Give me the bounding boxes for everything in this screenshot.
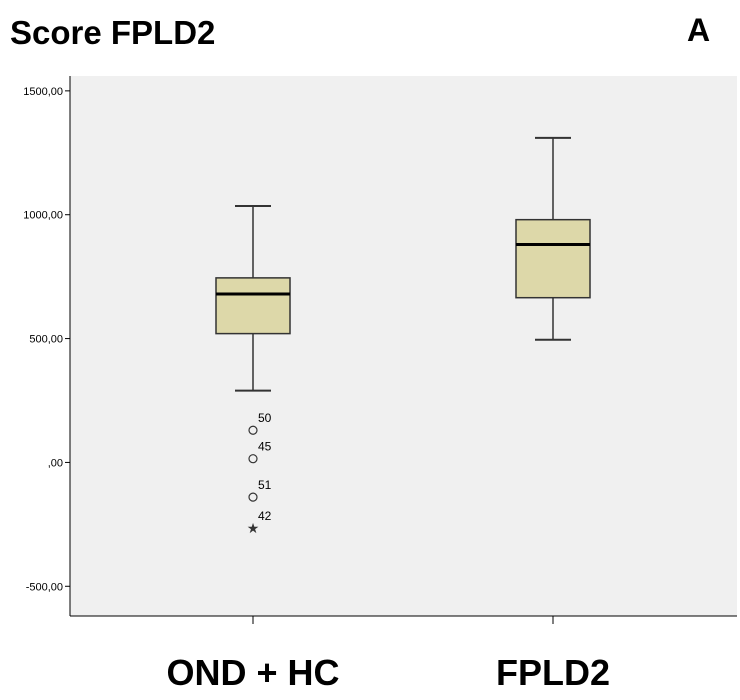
category-label: OND + HC bbox=[166, 652, 340, 693]
outlier-marker bbox=[248, 492, 258, 502]
outlier-label: 42 bbox=[258, 509, 272, 523]
chart-title: Score FPLD2 bbox=[10, 14, 216, 51]
y-axis: -500,00 ,00 500,00 1000,00 1500,00 bbox=[23, 76, 71, 616]
outlier-label: 51 bbox=[258, 478, 272, 492]
boxes: 50 45 51 ★42 bbox=[215, 136, 591, 536]
panel-label: A bbox=[687, 12, 711, 48]
y-tick-label: -500,00 bbox=[26, 581, 63, 593]
x-axis bbox=[70, 615, 737, 624]
y-tick-label: 1500,00 bbox=[23, 86, 63, 98]
box-body bbox=[215, 277, 291, 335]
x-ticks bbox=[252, 616, 554, 624]
outlier-label: 45 bbox=[258, 440, 272, 454]
outlier-marker bbox=[248, 425, 258, 435]
outlier-marker bbox=[248, 454, 258, 464]
box-body bbox=[515, 218, 591, 299]
box-1: 50 45 51 ★42 bbox=[215, 205, 291, 536]
outlier-extreme-marker: ★ bbox=[247, 520, 260, 536]
y-tick-label: ,00 bbox=[48, 457, 63, 469]
y-tick-label: 500,00 bbox=[29, 334, 63, 346]
plot-area bbox=[70, 76, 737, 616]
y-tick-label: 1000,00 bbox=[23, 210, 63, 222]
category-label: FPLD2 bbox=[495, 652, 611, 693]
y-ticks: -500,00 ,00 500,00 1000,00 1500,00 bbox=[23, 86, 70, 593]
outlier-label: 50 bbox=[258, 411, 272, 425]
box-2 bbox=[515, 136, 591, 341]
